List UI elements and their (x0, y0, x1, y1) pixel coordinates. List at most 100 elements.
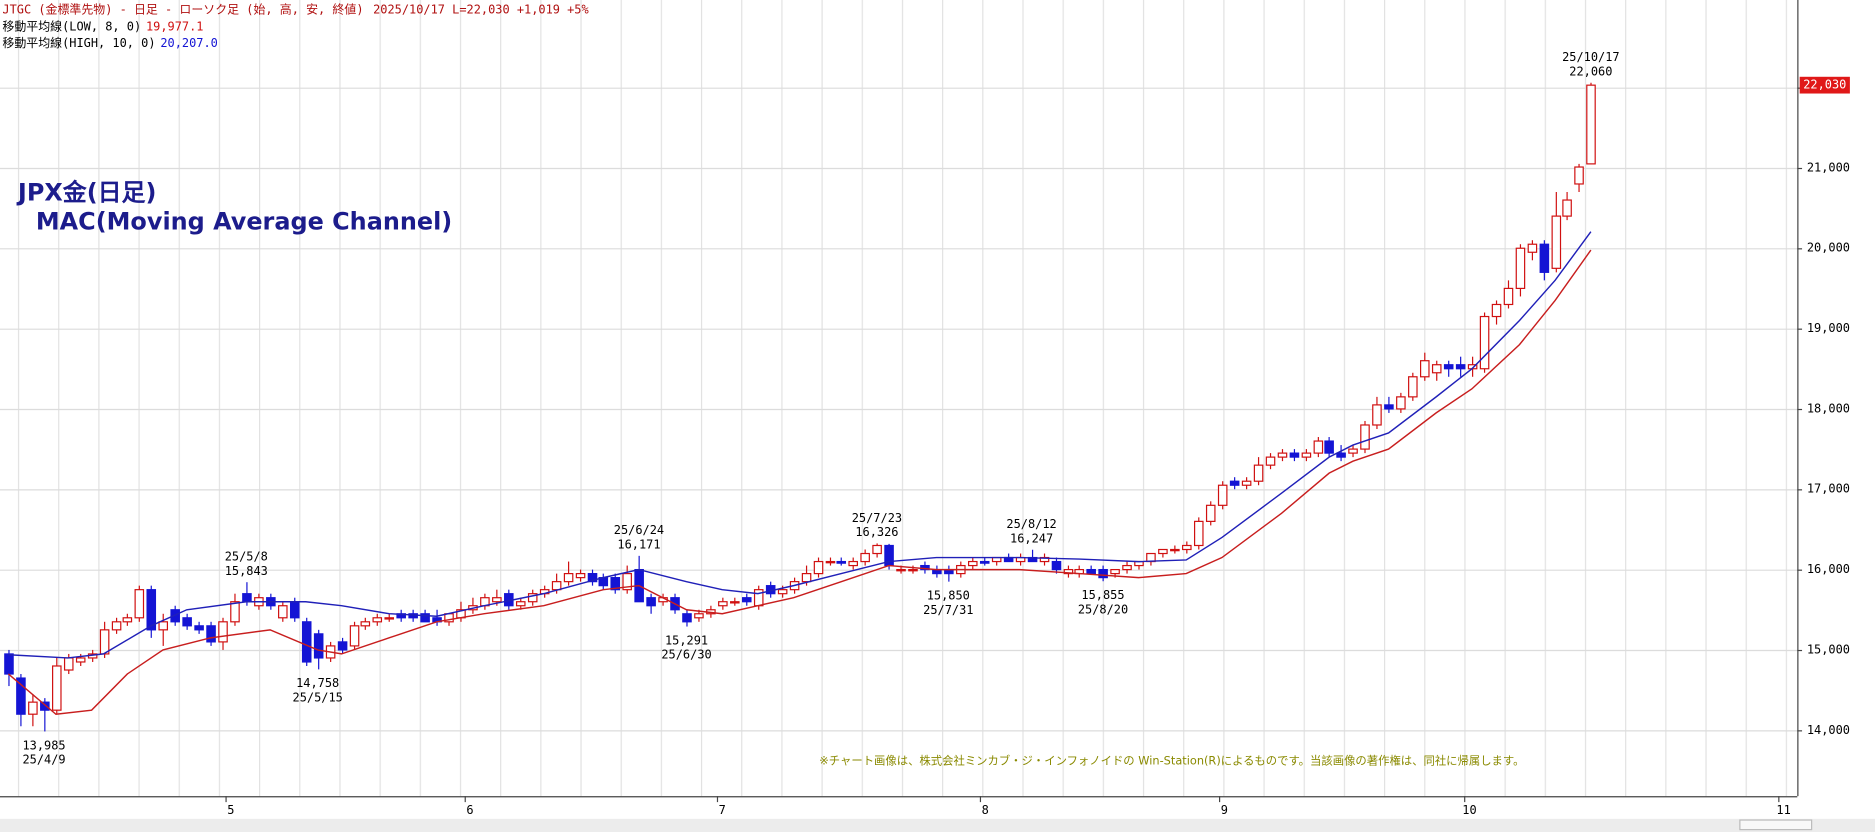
candle-body (99, 629, 110, 655)
candle-body (158, 621, 169, 631)
last-price-box (1799, 76, 1850, 94)
candle-body (1324, 440, 1334, 454)
candle-body (1551, 215, 1562, 269)
candle-body (182, 617, 192, 627)
candle-body (1182, 544, 1192, 551)
candle-body (1455, 364, 1466, 370)
y-tick-label: 20,000 (1807, 241, 1850, 255)
candle-body (1051, 560, 1062, 571)
candle-body (1574, 166, 1584, 185)
scrollbar (0, 818, 1875, 832)
y-tick-label: 16,000 (1807, 562, 1850, 576)
candle-body (872, 544, 882, 555)
candle-body (1586, 84, 1596, 165)
candle-body (563, 573, 574, 583)
candle-body (967, 560, 978, 567)
candle-body (1301, 452, 1312, 458)
annotation-date: 25/10/17 (1562, 50, 1620, 64)
x-tick-label: 6 (466, 803, 473, 817)
candle-body (1229, 480, 1240, 486)
candle-body (349, 625, 360, 647)
candle-body (230, 601, 240, 623)
candle-body (492, 597, 502, 603)
annotation-value: 15,291 (665, 633, 708, 647)
last-price-label: 22,030 (1803, 78, 1846, 92)
candle-body (575, 573, 586, 579)
candle-body (1503, 287, 1514, 306)
y-tick-label: 17,000 (1807, 482, 1850, 496)
candle-body (360, 621, 371, 627)
change: +1,019 (517, 2, 560, 16)
y-tick-label: 14,000 (1807, 723, 1850, 737)
annotation-value: 15,855 (1081, 588, 1124, 602)
candle-body (718, 601, 728, 607)
candle-body (420, 613, 430, 623)
last: L=22,030 (452, 2, 510, 16)
candle-body (1265, 456, 1276, 466)
candle-body (1313, 440, 1324, 454)
annotation-value: 16,171 (617, 538, 660, 552)
candle-body (1289, 452, 1300, 458)
candle-body (682, 613, 692, 623)
candle-body (1384, 404, 1394, 410)
candle-body (730, 601, 740, 604)
candle-body (1408, 376, 1418, 398)
candle-body (170, 609, 180, 623)
candle-body (40, 701, 50, 711)
candle-body (1170, 548, 1180, 552)
candle-body (610, 577, 621, 591)
candle-body (801, 573, 812, 583)
y-tick-label: 18,000 (1807, 401, 1850, 415)
x-tick-label: 9 (1221, 803, 1228, 817)
candle-body (1515, 247, 1526, 290)
annotation-value: 13,985 (22, 738, 65, 752)
annotation-value: 16,326 (855, 525, 898, 539)
candle-body (384, 617, 395, 620)
candle-body (134, 589, 145, 619)
candle-body (1063, 568, 1074, 575)
candle-body (587, 573, 598, 583)
candle-body (301, 621, 312, 663)
candle-body (1122, 564, 1132, 571)
scroll-control[interactable] (1739, 819, 1813, 831)
candle-body (1360, 424, 1370, 450)
candle-body (1539, 243, 1550, 273)
candle-body (1086, 568, 1096, 575)
legend-entry: 移動平均線(LOW, 8, 0) 19,977.1 (2, 18, 203, 33)
change-pct: +5% (567, 2, 589, 16)
annotation-value: 14,758 (296, 676, 339, 690)
candle-body (1431, 364, 1442, 374)
candle-body (313, 633, 324, 659)
candle-body (908, 568, 918, 572)
candle-body (777, 589, 788, 595)
legend-value: 20,207.0 (160, 36, 218, 50)
candle-body (1396, 396, 1406, 410)
chart-title: JPX金(日足) (16, 179, 156, 207)
week-grid (0, 0, 1798, 797)
candle-body (622, 573, 632, 591)
info-line: JTGC (金標準先物) - 日足 - ローソク足 (始, 高, 安, 終値) 2… (2, 1, 588, 16)
candle-body (825, 560, 836, 564)
candle-body (242, 593, 252, 603)
legend-entry: 移動平均線(HIGH, 10, 0) 20,207.0 (2, 35, 217, 50)
candle-body (122, 617, 133, 623)
x-tick-label: 11 (1776, 803, 1790, 817)
annotation-date: 25/8/20 (1078, 602, 1128, 616)
candle-body (194, 625, 204, 631)
candle-body (1420, 360, 1430, 378)
candle-body (1205, 504, 1216, 522)
candle-body (1562, 199, 1572, 217)
candle-body (1193, 520, 1204, 547)
y-tick-label: 21,000 (1807, 160, 1850, 174)
candle-body (289, 601, 300, 619)
annotation-date: 25/6/30 (661, 648, 711, 662)
candle-body (28, 701, 38, 715)
candle-body (1491, 303, 1502, 318)
x-tick-label: 10 (1462, 803, 1476, 817)
annotation-date: 25/6/24 (614, 523, 664, 537)
candle-body (551, 581, 562, 591)
candle-body (52, 665, 62, 711)
candle-body (694, 613, 704, 619)
chart-subtitle: MAC(Moving Average Channel) (36, 207, 452, 235)
